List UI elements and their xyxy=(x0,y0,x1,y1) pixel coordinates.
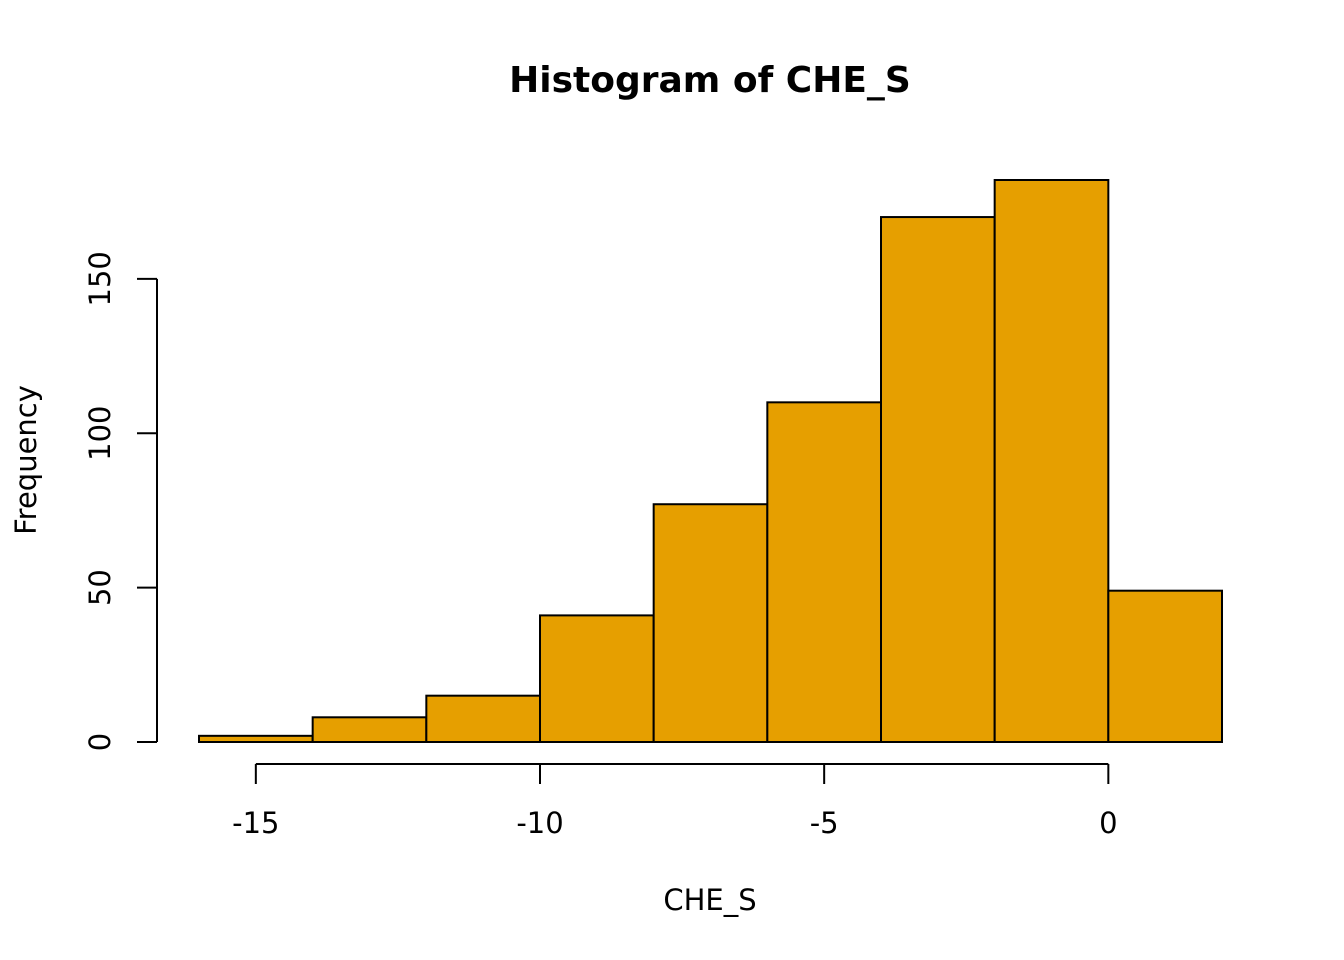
histogram-bar-4 xyxy=(652,503,769,743)
histogram-bar-3 xyxy=(539,614,655,744)
x-tick-label: 0 xyxy=(1099,806,1117,840)
x-tick-label: -5 xyxy=(810,806,839,840)
y-axis: 0 50 100 150 xyxy=(83,251,158,751)
histogram-bar-5 xyxy=(766,401,882,743)
histogram-bar-2 xyxy=(425,694,542,744)
y-tick-label: 100 xyxy=(83,406,117,461)
chart-title: Histogram of CHE_S xyxy=(509,60,911,101)
x-axis: -15 -10 -5 0 xyxy=(232,763,1118,840)
histogram-bar-7 xyxy=(993,179,1110,743)
x-axis-label: CHE_S xyxy=(663,883,756,917)
histogram-bars xyxy=(198,179,1224,744)
histogram-bar-0 xyxy=(198,734,314,743)
y-axis-label: Frequency xyxy=(9,385,43,535)
y-tick-label: 150 xyxy=(83,251,117,306)
y-tick-label: 0 xyxy=(83,733,117,751)
histogram-bar-8 xyxy=(1107,589,1224,744)
histogram-bar-6 xyxy=(880,216,996,744)
x-tick-label: -10 xyxy=(516,806,563,840)
y-tick-label: 50 xyxy=(83,569,117,606)
x-tick-label: -15 xyxy=(232,806,279,840)
histogram-bar-1 xyxy=(311,716,428,743)
